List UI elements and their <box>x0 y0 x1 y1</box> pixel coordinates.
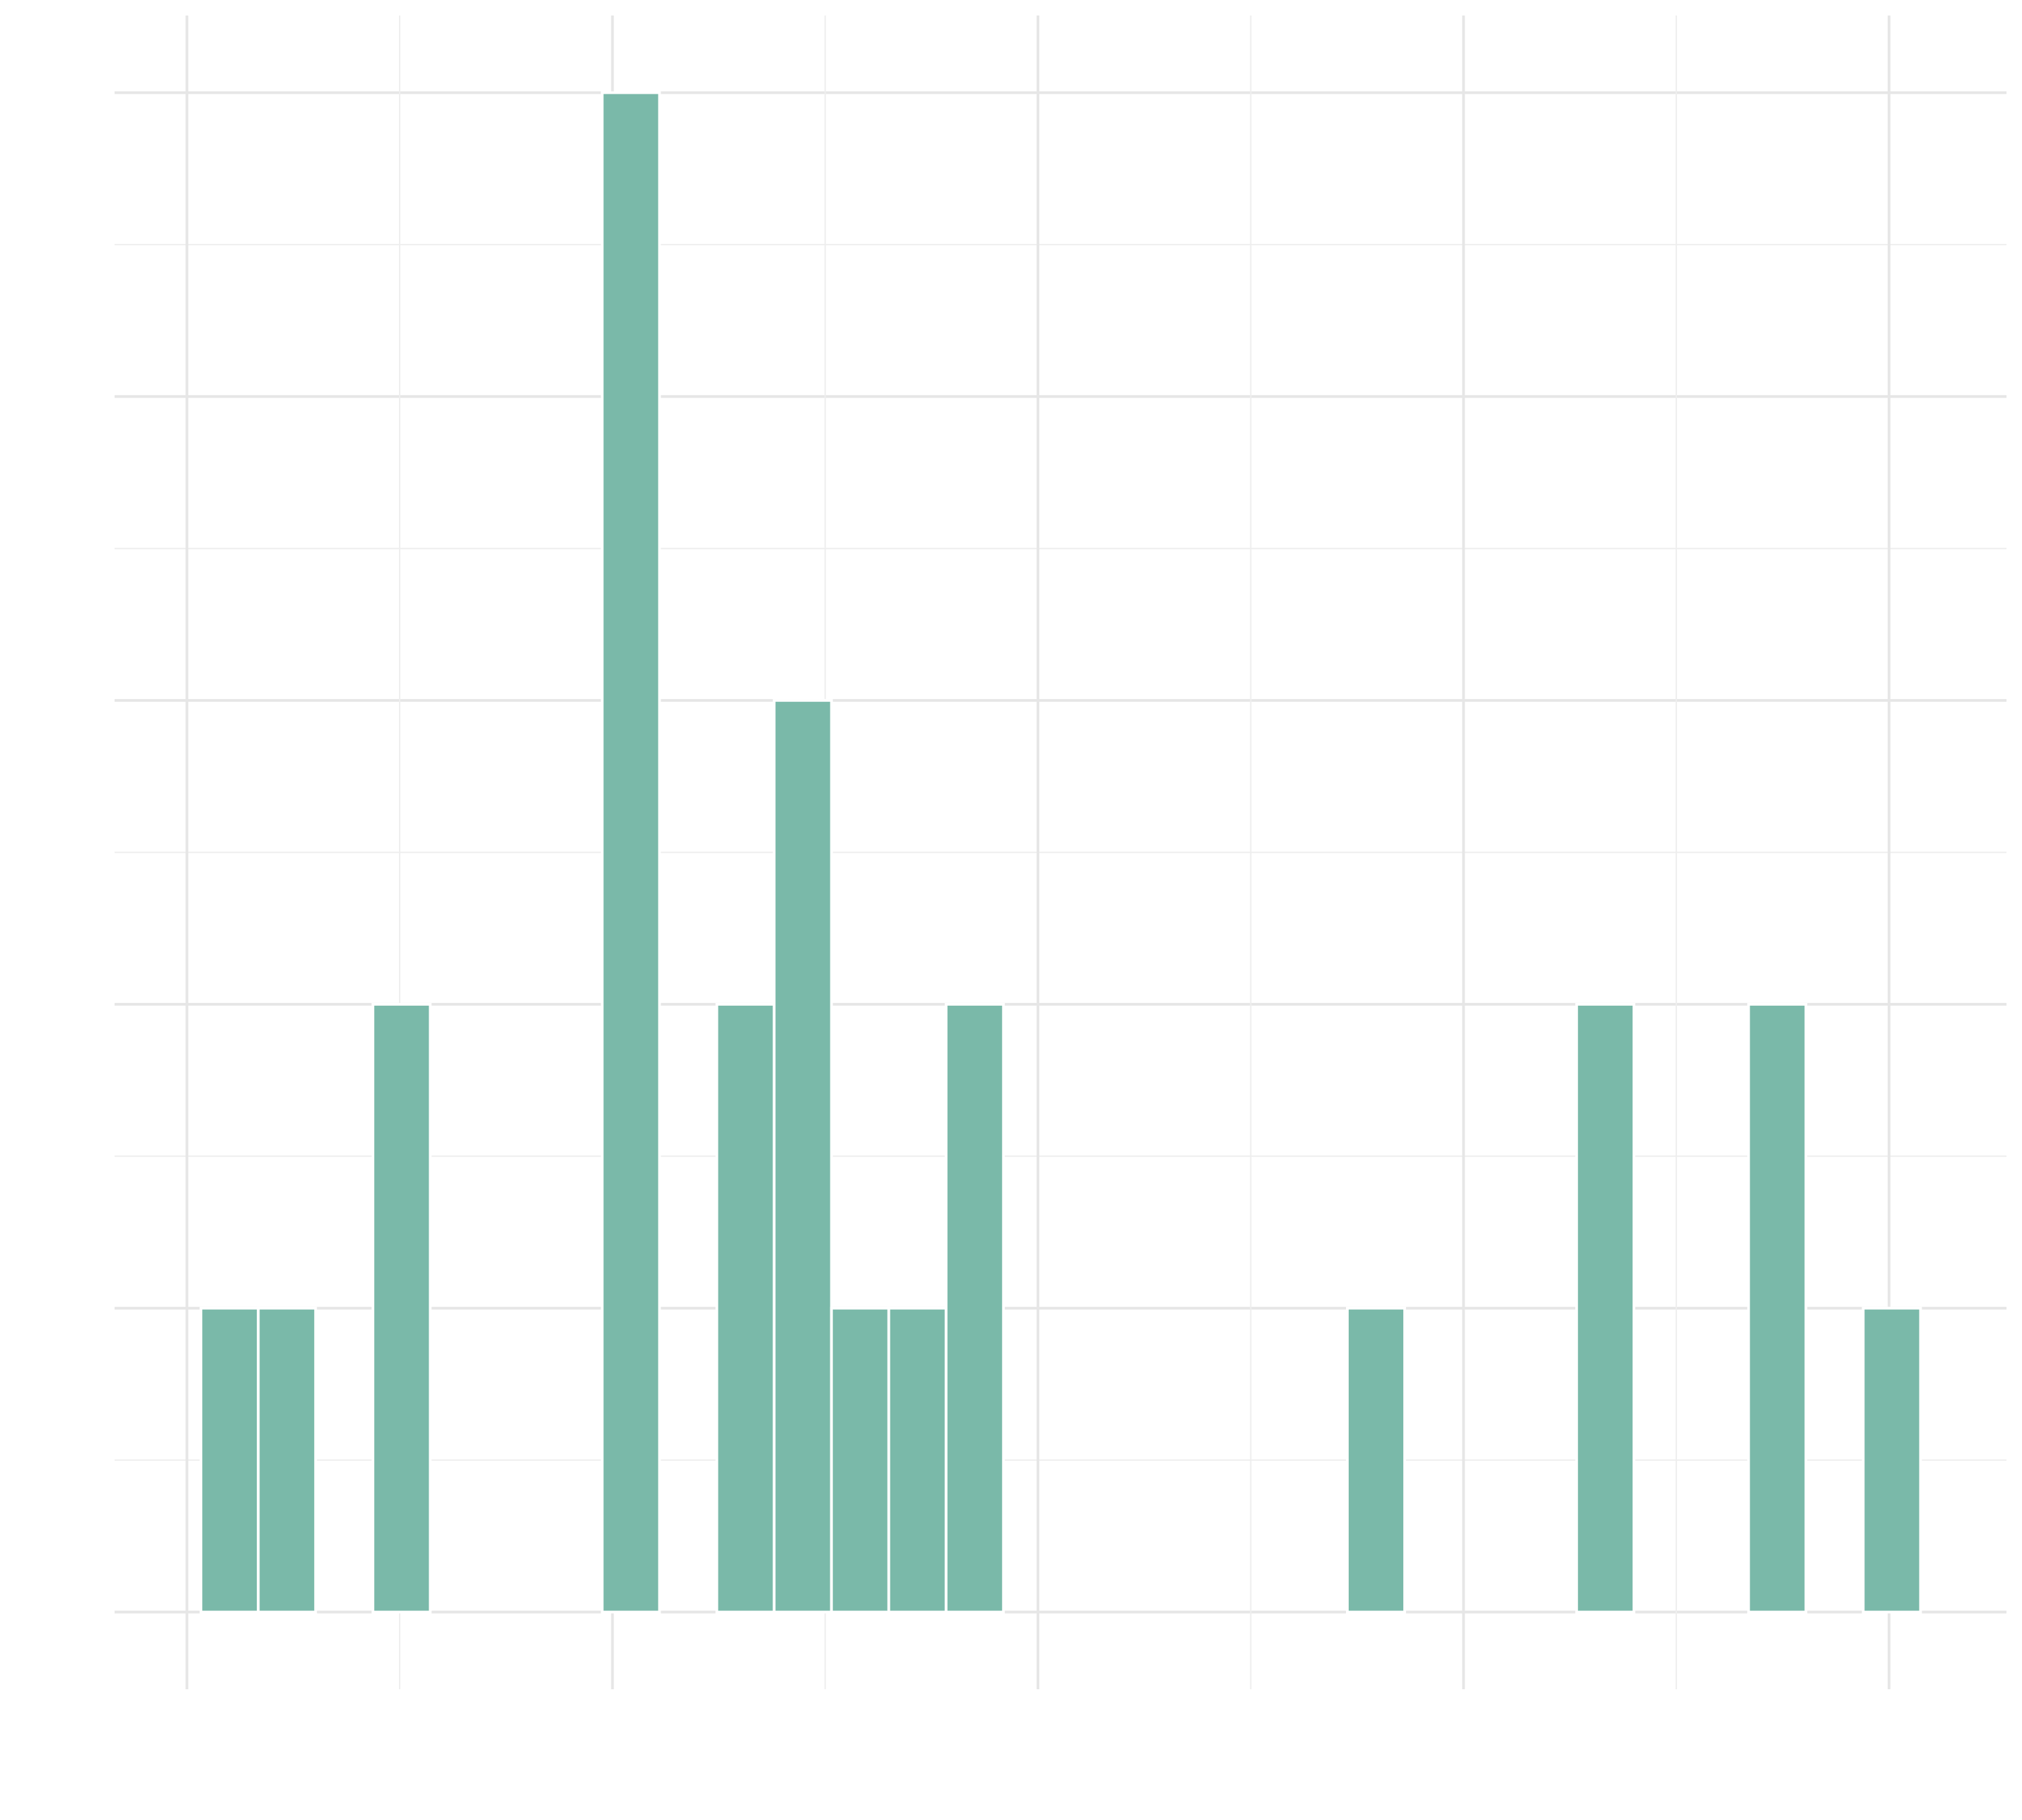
bar <box>1346 1306 1407 1614</box>
bar <box>601 91 661 1614</box>
bar <box>371 1002 432 1614</box>
bar <box>1747 1002 1808 1614</box>
bar <box>257 1306 317 1614</box>
bar <box>944 1002 1005 1614</box>
bar <box>1575 1002 1636 1614</box>
bar <box>830 1306 890 1614</box>
bar <box>200 1306 260 1614</box>
bar <box>772 699 833 1614</box>
bar <box>1862 1306 1922 1614</box>
bar <box>715 1002 776 1614</box>
bar <box>887 1306 948 1614</box>
